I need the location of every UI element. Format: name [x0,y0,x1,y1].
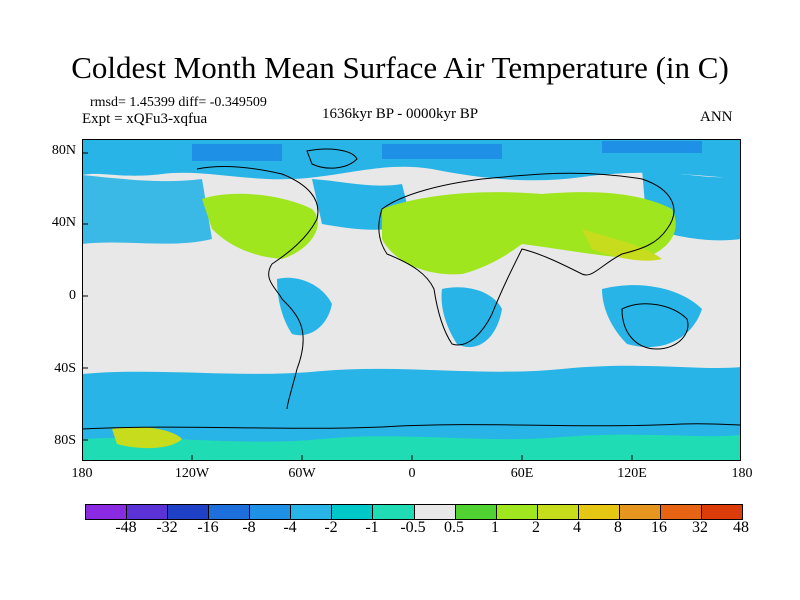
lat-label-80s: 80S [54,433,76,448]
colorbar-swatch [660,505,702,519]
eurasia-africa-warm [382,192,676,275]
lon-label-60w: 60W [288,466,316,481]
colorbar-swatch [414,505,456,519]
colorbar-swatch [701,505,742,519]
colorbar-label: 48 [733,519,749,536]
colorbar-label: -2 [324,519,338,536]
colorbar-label: -16 [197,519,219,536]
colorbar-label: 4 [573,519,581,536]
lon-label-180e: 180 [731,466,753,481]
lon-label-0: 0 [408,466,416,481]
lon-label-180w: 180 [71,466,93,481]
colorbar-swatch [168,505,210,519]
colorbar-swatch [455,505,497,519]
colorbar-swatch [537,505,579,519]
temperature-map [82,139,741,461]
colorbar-swatch [373,505,415,519]
colorbar-label: -32 [156,519,178,536]
colorbar-swatch [578,505,620,519]
lat-label-40n: 40N [51,215,76,230]
colorbar [85,504,743,520]
antarctic-band [82,434,741,461]
lon-label-120e: 120E [617,466,647,481]
colorbar-label: 1 [491,519,499,536]
colorbar-label: -1 [365,519,379,536]
colorbar-swatch [332,505,374,519]
north-pacific-cool [82,175,212,244]
period-label: 1636kyr BP - 0000kyr BP [322,106,479,122]
experiment-label: Expt = xQFu3-xqfua [82,111,208,127]
colorbar-label: 32 [692,519,708,536]
colorbar-label: -48 [115,519,137,536]
colorbar-label: 8 [614,519,622,536]
colorbar-swatch [291,505,333,519]
south-africa-cool [441,287,502,348]
map-ticks [82,152,633,461]
colorbar-swatch [209,505,251,519]
north-america-warm [202,193,318,259]
lon-label-120w: 120W [174,466,210,481]
colorbar-label: -8 [242,519,256,536]
season-label: ANN [700,109,733,125]
colorbar-label: 2 [532,519,540,536]
arctic-cold-patches [192,141,702,161]
colorbar-label: -0.5 [400,519,426,536]
lat-label-40s: 40S [54,361,76,376]
colorbar-label: 0.5 [444,519,464,536]
lat-label-80n: 80N [51,143,76,158]
colorbar-label: 16 [651,519,667,536]
colorbar-swatch [127,505,169,519]
lon-label-60e: 60E [510,466,534,481]
southern-ocean-cool [82,365,741,446]
lat-label-0: 0 [69,288,76,303]
colorbar-swatch [250,505,292,519]
south-america-cool [277,277,332,336]
colorbar-swatch [496,505,538,519]
map-title: Coldest Month Mean Surface Air Temperatu… [71,50,729,85]
asia-warmer-patch [582,229,662,261]
colorbar-swatch [619,505,661,519]
antarctic-warm-patch [112,427,182,449]
colorbar-swatch [86,505,128,519]
coastlines [82,148,741,430]
rmsd-diff-text: rmsd= 1.45399 diff= -0.349509 [90,95,267,110]
colorbar-label: -4 [283,519,297,536]
